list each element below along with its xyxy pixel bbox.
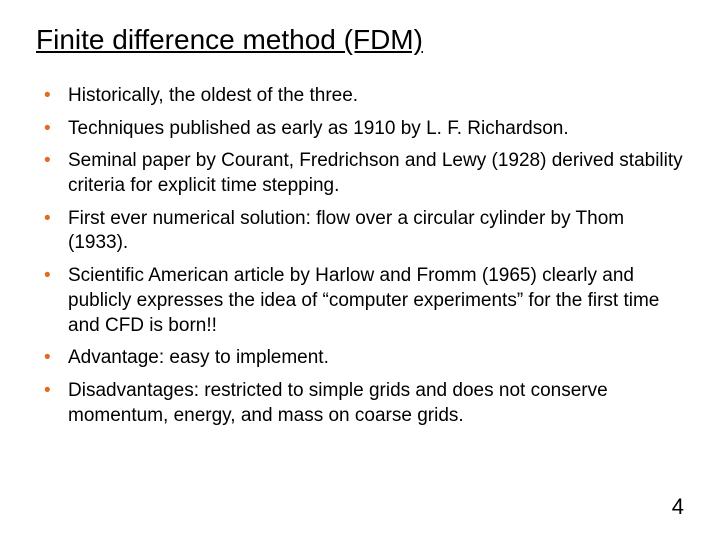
page-number: 4	[672, 494, 684, 520]
list-item: Seminal paper by Courant, Fredrichson an…	[44, 149, 684, 198]
list-item: Historically, the oldest of the three.	[44, 84, 684, 109]
bullet-list: Historically, the oldest of the three. T…	[36, 84, 684, 428]
slide: Finite difference method (FDM) Historica…	[0, 0, 720, 540]
list-item: Techniques published as early as 1910 by…	[44, 117, 684, 142]
list-item: Advantage: easy to implement.	[44, 346, 684, 371]
list-item: Scientific American article by Harlow an…	[44, 264, 684, 338]
list-item: First ever numerical solution: flow over…	[44, 207, 684, 256]
list-item: Disadvantages: restricted to simple grid…	[44, 379, 684, 428]
slide-title: Finite difference method (FDM)	[36, 24, 684, 56]
